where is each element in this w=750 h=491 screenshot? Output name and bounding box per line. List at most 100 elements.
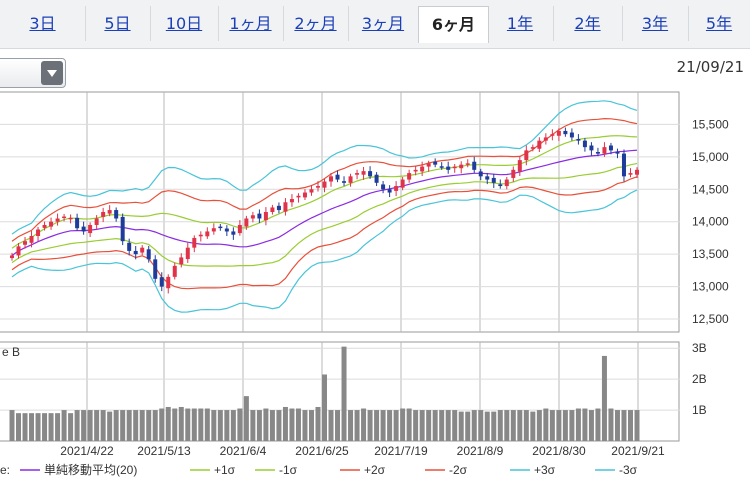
- band-minus3-sigma: [11, 189, 638, 313]
- date-tick-label: 2021/7/19: [374, 444, 428, 458]
- candle: [628, 173, 633, 175]
- volume-bar: [406, 408, 412, 441]
- tab-3日[interactable]: 3日: [0, 6, 86, 41]
- candle: [198, 234, 203, 237]
- candle: [244, 218, 249, 227]
- volume-bar: [523, 410, 529, 441]
- volume-bar: [374, 410, 380, 441]
- date-tick-label: 2021/8/30: [532, 444, 586, 458]
- volume-bar: [439, 410, 445, 441]
- volume-bar: [504, 410, 510, 441]
- candle: [368, 171, 373, 177]
- candle: [276, 205, 281, 211]
- candle: [446, 166, 451, 170]
- tab-10日[interactable]: 10日: [150, 6, 219, 41]
- candle: [16, 246, 21, 256]
- candle: [62, 216, 67, 219]
- tab-5日[interactable]: 5日: [85, 6, 151, 41]
- candle: [394, 186, 399, 191]
- volume-bar: [608, 408, 614, 441]
- candle: [29, 236, 34, 243]
- candle: [36, 229, 41, 236]
- volume-bar: [569, 410, 575, 441]
- volume-bar: [510, 410, 516, 441]
- volume-bar: [178, 406, 184, 441]
- volume-bar: [282, 406, 288, 441]
- tab-5年[interactable]: 5年: [688, 6, 750, 41]
- candle: [478, 171, 483, 177]
- volume-bar: [198, 408, 204, 441]
- candle: [420, 166, 425, 172]
- price-tick-label: 13,500: [692, 247, 729, 261]
- candle: [107, 210, 112, 214]
- volume-bar: [9, 410, 15, 441]
- volume-bar: [211, 410, 217, 441]
- candle: [543, 137, 548, 141]
- volume-bar: [55, 413, 61, 441]
- volume-bar: [146, 410, 152, 441]
- chart-type-dropdown[interactable]: [0, 58, 66, 88]
- tab-3年[interactable]: 3年: [622, 6, 689, 41]
- tab-2ヶ月[interactable]: 2ヶ月: [283, 6, 349, 41]
- legend-label: -2σ: [449, 463, 468, 477]
- candle: [49, 221, 54, 227]
- date-tick-label: 2021/6/4: [220, 444, 267, 458]
- candle: [224, 228, 229, 232]
- tab-1ヶ月[interactable]: 1ヶ月: [218, 6, 284, 41]
- candle: [374, 174, 379, 183]
- volume-bar: [256, 410, 262, 441]
- candle: [530, 147, 535, 149]
- volume-bar: [191, 408, 197, 441]
- volume-bar: [42, 413, 48, 441]
- volume-bar: [393, 410, 399, 441]
- volume-bar: [387, 410, 393, 441]
- candle: [75, 217, 80, 229]
- candle: [263, 212, 268, 221]
- legend-label: +3σ: [534, 463, 556, 477]
- band-plus3-sigma: [11, 100, 638, 235]
- candle: [192, 237, 197, 248]
- volume-bar: [22, 413, 28, 441]
- candle: [179, 257, 184, 265]
- tab-2年[interactable]: 2年: [553, 6, 623, 41]
- candle: [315, 186, 320, 188]
- candle: [172, 265, 177, 277]
- volume-bar: [237, 408, 243, 441]
- candle: [433, 161, 438, 165]
- volume-bar: [269, 410, 275, 441]
- candle: [621, 153, 626, 177]
- candle: [608, 145, 613, 151]
- tab-1年[interactable]: 1年: [487, 6, 554, 41]
- volume-bar: [458, 411, 464, 441]
- price-panel-frame: [0, 91, 680, 333]
- candle: [270, 207, 275, 212]
- candle: [10, 255, 14, 259]
- candle: [114, 210, 119, 219]
- volume-bar: [263, 408, 269, 441]
- candle: [524, 150, 529, 161]
- volume-bar: [484, 411, 490, 441]
- candle: [283, 202, 288, 212]
- candle: [296, 195, 301, 198]
- candle: [257, 213, 262, 219]
- volume-bar: [68, 413, 74, 441]
- legend-prefix: e:: [0, 463, 10, 477]
- candle: [133, 250, 138, 255]
- candle: [342, 181, 347, 183]
- volume-bar: [87, 410, 93, 441]
- volume-bar: [549, 410, 555, 441]
- candle: [237, 224, 242, 234]
- chevron-down-icon[interactable]: [41, 61, 63, 85]
- volume-bar: [465, 411, 471, 441]
- tab-6ヶ月[interactable]: 6ヶ月: [418, 6, 489, 43]
- volume-tick-label: 2B: [692, 372, 707, 386]
- candle: [211, 228, 216, 232]
- candle: [153, 259, 158, 279]
- candle: [205, 231, 210, 237]
- volume-bar: [627, 410, 633, 441]
- volume-bar: [588, 410, 594, 441]
- volume-bar: [159, 408, 165, 441]
- candle: [23, 241, 28, 245]
- volume-bar: [419, 410, 425, 441]
